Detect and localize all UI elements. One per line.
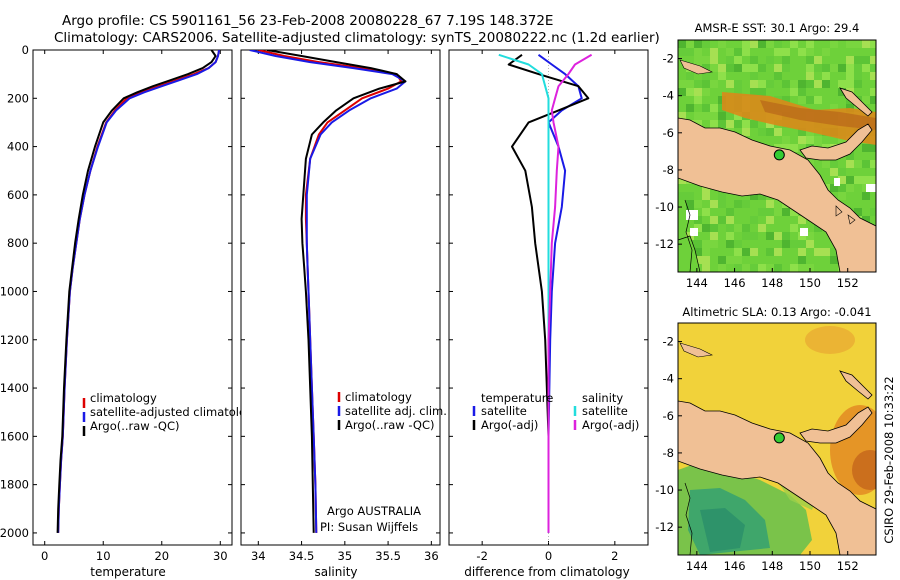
- map-y-tick-label: -8: [663, 446, 674, 460]
- y-tick-label: 400: [7, 140, 29, 154]
- salinity-legend: climatology satellite adj. clim. Argo(..…: [337, 390, 447, 432]
- legend-temperature-title: temperature: [481, 391, 553, 405]
- map-x-tick-label: 146: [724, 276, 746, 290]
- map-x-tick-label: 152: [837, 559, 859, 573]
- salinity-panel: 34 34.5 35 35.5 36 salinity climatology sate…: [240, 49, 447, 579]
- legend-temp-satellite: satellite: [481, 404, 527, 418]
- salinity-xlabel: salinity: [314, 565, 357, 579]
- y-tick-label: 1000: [0, 284, 29, 298]
- map-y-tick-label: -4: [663, 89, 674, 103]
- map-x-tick-label: 148: [761, 559, 783, 573]
- pi-label: PI: Susan Wijffels: [320, 520, 418, 534]
- map-y-tick-label: -10: [655, 200, 674, 214]
- map-y-tick-label: -12: [655, 237, 674, 251]
- map-x-tick-label: 146: [724, 559, 746, 573]
- y-tick-label: 1600: [0, 429, 29, 443]
- figure-title-line2: Climatology: CARS2006. Satellite-adjuste…: [54, 30, 660, 46]
- x-tick-label: 35: [338, 549, 353, 563]
- map-x-tick-label: 150: [799, 559, 821, 573]
- sst-map: AMSR-E SST: 30.1 Argo: 29.4 144 146 148 150…: [655, 21, 877, 290]
- y-tick-label: 0: [22, 43, 29, 57]
- temperature-xlabel: temperature: [90, 565, 165, 579]
- x-tick-label: 35.5: [375, 549, 401, 563]
- y-tick-label: 2000: [0, 526, 29, 540]
- map-x-tick-label: 148: [761, 276, 783, 290]
- map-x-tick-label: 144: [686, 559, 708, 573]
- map-y-tick-label: -2: [663, 52, 674, 66]
- argo-australia-label: Argo AUSTRALIA: [327, 504, 421, 518]
- map-x-tick-label: 150: [799, 276, 821, 290]
- y-tick-label: 1800: [0, 478, 29, 492]
- map-y-tick-label: -8: [663, 163, 674, 177]
- sla-map-title: Altimetric SLA: 0.13 Argo: -0.041: [682, 305, 871, 319]
- depth-axis: 0 200 400 600 800 1000 1200 1400 1600 1800 2000: [0, 43, 232, 540]
- y-tick-label: 1400: [0, 381, 29, 395]
- x-tick-label: 0: [545, 549, 552, 563]
- legend-argo: Argo(..raw -QC): [90, 419, 180, 433]
- map-x-tick-label: 152: [837, 276, 859, 290]
- salinity-x-axis: 34 34.5 35 35.5 36: [251, 50, 439, 563]
- series-line-salinity-argo-adj: [547, 53, 593, 533]
- legend-climatology: climatology: [345, 390, 412, 404]
- series-line-argo-raw-qc: [266, 50, 407, 533]
- x-tick-label: 0: [41, 549, 48, 563]
- legend-argo: Argo(..raw -QC): [345, 418, 435, 432]
- y-tick-label: 800: [7, 236, 29, 250]
- argo-position-marker: [773, 149, 785, 161]
- map-y-tick-label: -10: [655, 483, 674, 497]
- x-tick-label: 36: [424, 549, 439, 563]
- legend-satellite-adj: satellite adj. clim.: [345, 404, 447, 418]
- argo-position-marker: [773, 432, 785, 444]
- difference-legend: temperature satellite Argo(-adj) salinit…: [472, 391, 639, 432]
- y-tick-label: 600: [7, 188, 29, 202]
- x-tick-label: 34: [251, 549, 266, 563]
- x-tick-label: 30: [213, 549, 228, 563]
- map-x-tick-label: 144: [686, 276, 708, 290]
- x-tick-label: 10: [96, 549, 111, 563]
- figure-title-line1: Argo profile: CS 5901161_56 23-Feb-2008 …: [62, 13, 553, 29]
- map-y-tick-label: -2: [663, 335, 674, 349]
- y-tick-label: 1200: [0, 333, 29, 347]
- map-y-tick-label: -6: [663, 409, 674, 423]
- map-y-tick-label: -6: [663, 126, 674, 140]
- difference-panel: -2 0 2 difference from climatology tempera…: [448, 49, 649, 579]
- legend-sal-satellite: satellite: [582, 404, 628, 418]
- sst-map-title: AMSR-E SST: 30.1 Argo: 29.4: [695, 21, 860, 35]
- series-line-satellite-adj-clim: [249, 50, 407, 533]
- x-tick-label: 20: [154, 549, 169, 563]
- sla-map: Altimetric SLA: 0.13 Argo: -0.041 144 146…: [655, 305, 877, 573]
- x-tick-label: 34.5: [289, 549, 315, 563]
- map-y-tick-label: -12: [655, 520, 674, 534]
- x-tick-label: 2: [611, 549, 618, 563]
- y-tick-label: 200: [7, 91, 29, 105]
- legend-temp-argo: Argo(-adj): [481, 418, 538, 432]
- temperature-legend: climatology satellite-adjusted climatolo…: [82, 391, 260, 436]
- legend-salinity-title: salinity: [582, 391, 623, 405]
- legend-satellite-adjusted: satellite-adjusted climatology: [90, 405, 260, 419]
- series-line-argo-raw-qc: [56, 50, 217, 533]
- legend-climatology: climatology: [90, 391, 157, 405]
- map-y-tick-label: -4: [663, 372, 674, 386]
- difference-x-axis: -2 0 2: [476, 50, 618, 563]
- temperature-panel: 0 200 400 600 800 1000 1200 1400 1600 1800 2000 0 1…: [0, 43, 260, 579]
- series-line-temperature-argo-adj: [507, 53, 590, 533]
- csiro-timestamp: CSIRO 29-Feb-2008 10:33:22: [882, 376, 896, 543]
- legend-sal-argo: Argo(-adj): [582, 418, 639, 432]
- x-tick-label: -2: [476, 549, 487, 563]
- difference-xlabel: difference from climatology: [464, 565, 630, 579]
- temperature-x-axis: 0 10 20 30: [41, 50, 228, 563]
